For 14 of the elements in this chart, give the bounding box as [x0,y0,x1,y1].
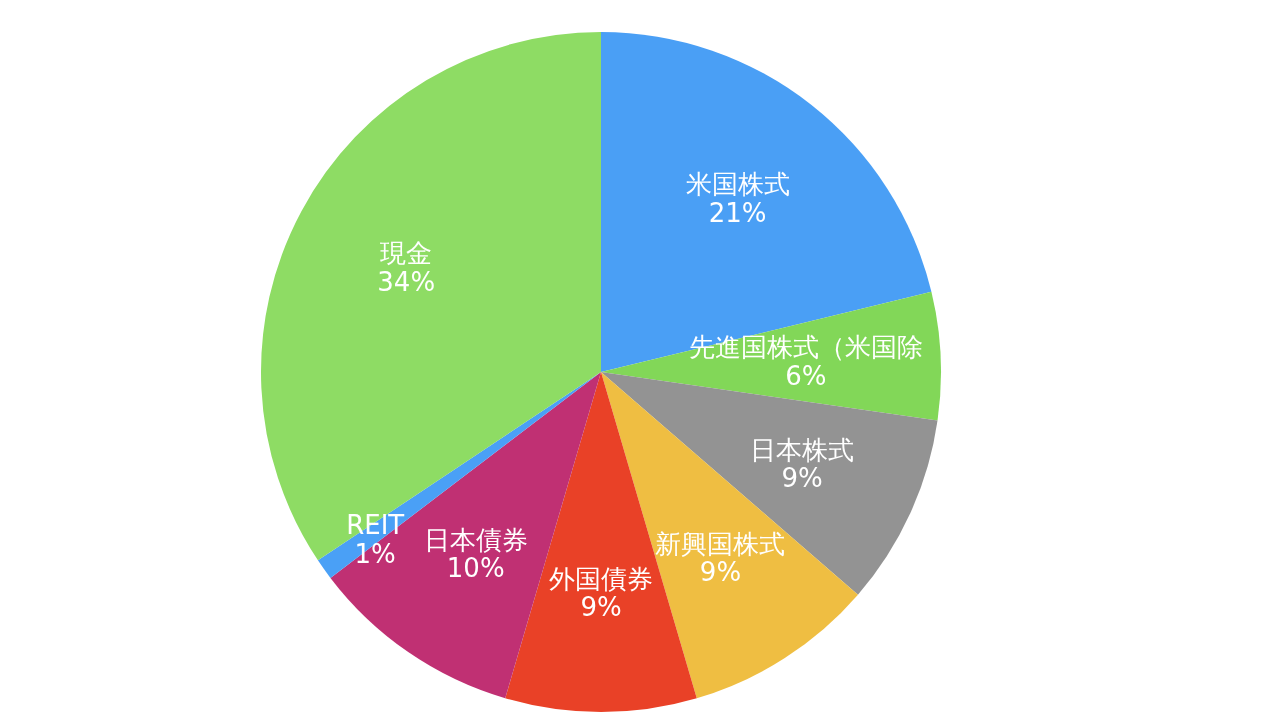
slice-label: 新興国株式 [655,528,786,559]
slice-label: 現金 [380,238,433,269]
data-label: 6% [785,360,827,391]
data-label: 34% [377,267,436,298]
slice-label: 日本株式 [750,434,855,465]
data-label: 21% [708,197,767,228]
slice-label: 外国債券 [549,563,653,594]
data-label: 9% [580,592,622,623]
data-label: 9% [699,557,742,588]
data-label: 9% [781,463,823,494]
slice-label: 日本債券 [423,524,528,555]
data-label: 1% [354,539,396,570]
slice-label: 米国株式 [685,169,790,200]
data-label: 10% [446,553,505,584]
